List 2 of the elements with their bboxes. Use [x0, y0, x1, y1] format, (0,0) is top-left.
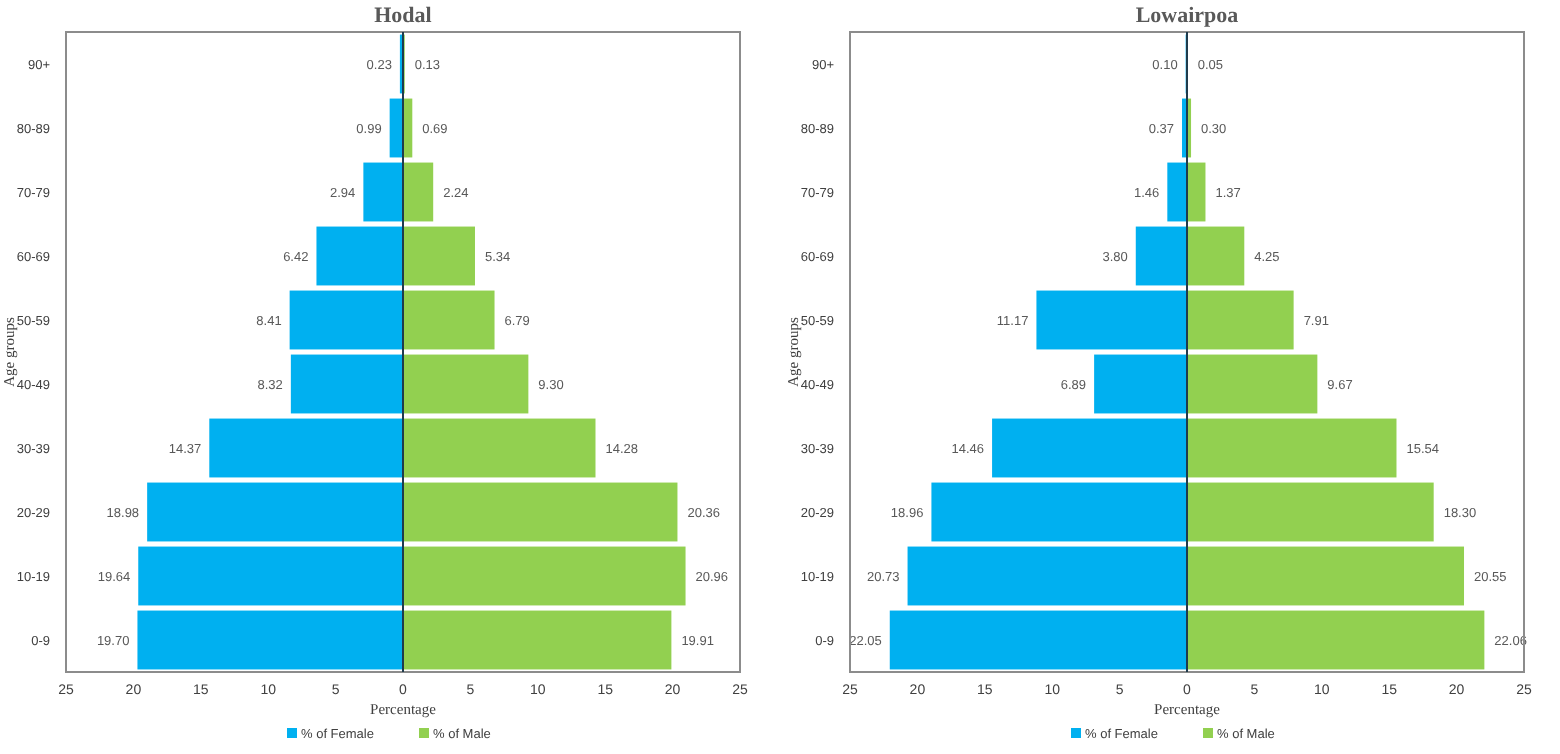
- chart-title: Hodal: [374, 4, 432, 28]
- chart-title: Lowairpoa: [1135, 4, 1240, 28]
